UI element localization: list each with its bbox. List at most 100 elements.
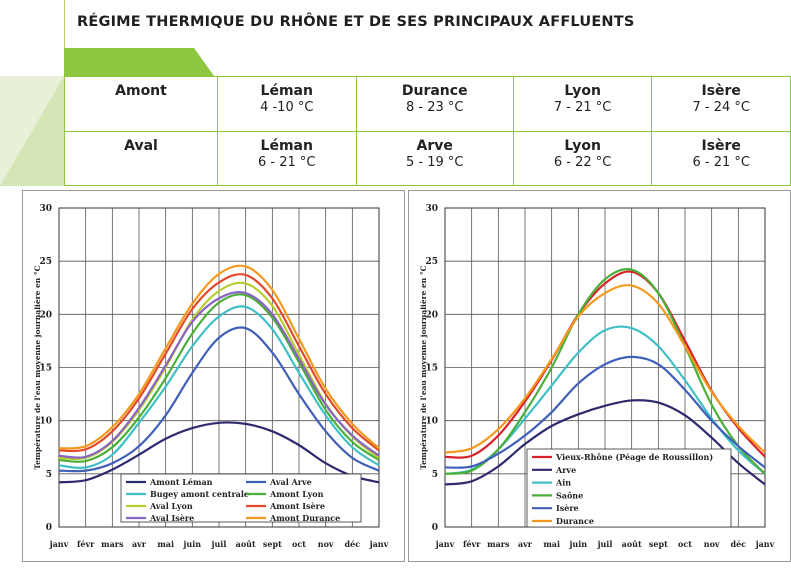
y-tick-label: 20 <box>425 310 438 320</box>
series-line <box>58 291 380 459</box>
temperature-range: 4 -10 °C <box>260 100 314 115</box>
title-box: RÉGIME THERMIQUE DU RHÔNE ET DE SES PRIN… <box>64 0 791 48</box>
x-tick-label: août <box>622 539 642 549</box>
table-cell: Isère 7 - 24 °C <box>651 76 791 132</box>
y-tick-label: 20 <box>39 310 52 320</box>
station-name: Léman <box>260 83 313 99</box>
y-tick-label: 10 <box>425 417 438 427</box>
legend-label: Amont Isère <box>269 501 325 511</box>
x-tick-label: mars <box>487 539 510 549</box>
series-line <box>444 399 766 486</box>
table-cell: Lyon 6 - 22 °C <box>512 130 653 186</box>
temperature-range: 7 - 21 °C <box>553 100 612 115</box>
series-line <box>58 264 380 450</box>
table-cell: Isère 6 - 21 °C <box>651 130 791 186</box>
x-tick-label: avr <box>132 539 147 549</box>
series-line <box>58 305 380 470</box>
legend-label: Isère <box>556 503 579 513</box>
x-tick-label: janv <box>435 539 455 549</box>
legend-label: Amont Lyon <box>269 489 324 499</box>
legend-label: Amont Léman <box>149 477 213 487</box>
x-tick-label: juin <box>569 539 588 549</box>
y-tick-label: 25 <box>425 257 438 267</box>
row-label-aval: Aval <box>64 130 218 186</box>
table-cell: Durance 8 - 23 °C <box>355 76 514 132</box>
series-line <box>444 284 766 454</box>
x-tick-label: juil <box>211 539 227 549</box>
legend-label: Aval Isère <box>149 513 194 523</box>
x-tick-label: juin <box>183 539 202 549</box>
station-name: Isère <box>701 83 741 99</box>
x-tick-label: oct <box>292 539 306 549</box>
chart-left-panel: 0 5 10 15 20 25 30 janv févr mars avr mai juin juil ao… <box>22 190 405 562</box>
temperature-chart-left: 0 5 10 15 20 25 30 janv févr mars avr mai juin juil ao… <box>33 204 389 549</box>
series-line <box>444 268 766 475</box>
row-label-amont: Amont <box>64 76 218 132</box>
chart-right-panel: 0 5 10 15 20 25 30 janv févr mars avr mai juin juil ao… <box>408 190 791 562</box>
temperature-range: 6 - 21 °C <box>692 154 750 170</box>
y-tick-label: 30 <box>39 204 52 214</box>
station-name: Lyon <box>564 137 601 154</box>
legend-label: Vieux-Rhône (Péage de Roussillon) <box>555 452 713 462</box>
x-tick-label: févr <box>77 539 95 549</box>
x-tick-label: nov <box>704 539 720 549</box>
x-tick-label: juil <box>597 539 613 549</box>
x-tick-label: mars <box>101 539 124 549</box>
series-line <box>58 326 380 473</box>
legend-label: Aval Lyon <box>149 501 193 511</box>
title-accent-bar <box>64 48 194 76</box>
x-tick-label: sept <box>649 539 668 549</box>
table-row: Aval Léman 6 - 21 °C Arve 5 - 19 °C Lyon 6 … <box>64 130 791 186</box>
y-axis-label: Température de l'eau moyenne journalière… <box>33 265 42 469</box>
y-tick-label: 0 <box>46 523 52 533</box>
series-line <box>58 421 380 484</box>
station-name: Lyon <box>564 83 601 99</box>
regime-table: Amont Léman 4 -10 °C Durance 8 - 23 °C Lyo… <box>64 76 791 186</box>
legend-label: Amont Durance <box>269 513 340 523</box>
table-cell: Léman 4 -10 °C <box>217 76 357 132</box>
table-cell: Arve 5 - 19 °C <box>355 130 514 186</box>
temperature-range: 6 - 21 °C <box>258 154 316 170</box>
temperature-chart-right: 0 5 10 15 20 25 30 janv févr mars avr mai juin juil ao… <box>419 204 775 549</box>
temperature-range: 6 - 22 °C <box>553 154 612 170</box>
x-tick-label: déc <box>731 539 747 549</box>
temperature-range: 7 - 24 °C <box>692 100 750 115</box>
x-tick-label: mai <box>543 539 560 549</box>
series-line <box>444 355 766 469</box>
legend-label: Durance <box>556 516 594 526</box>
x-tick-label: sept <box>263 539 282 549</box>
chart-legend: Amont Léman Aval Arve Bugey amont centrale… <box>120 473 362 523</box>
legend-label: Bugey amont centrale <box>150 489 249 499</box>
y-tick-label: 5 <box>432 470 438 480</box>
y-tick-label: 10 <box>39 417 52 427</box>
x-tick-label: févr <box>463 539 481 549</box>
table-cell: Lyon 7 - 21 °C <box>512 76 653 132</box>
x-tick-label: mai <box>157 539 174 549</box>
series-line <box>58 293 380 463</box>
temperature-range: 5 - 19 °C <box>405 154 464 170</box>
temperature-range: 8 - 23 °C <box>405 100 464 115</box>
y-tick-label: 0 <box>432 523 438 533</box>
chart-legend: Vieux-Rhône (Péage de Roussillon) Arve Ain… <box>526 448 732 528</box>
legend-box <box>526 448 732 528</box>
legend-label: Arve <box>555 465 576 475</box>
station-name: Arve <box>416 137 453 154</box>
y-tick-label: 25 <box>39 257 52 267</box>
x-tick-label: oct <box>678 539 692 549</box>
y-axis-label: Température de l'eau moyenne journalière… <box>419 265 428 469</box>
legend-label: Saône <box>556 490 583 500</box>
x-tick-label: janv <box>369 539 389 549</box>
table-row: Amont Léman 4 -10 °C Durance 8 - 23 °C Lyo… <box>64 76 791 132</box>
x-tick-label: déc <box>345 539 361 549</box>
title-accent-wedge <box>194 48 214 76</box>
x-tick-label: avr <box>518 539 533 549</box>
y-tick-label: 5 <box>46 470 52 480</box>
x-tick-label: janv <box>755 539 775 549</box>
y-tick-label: 30 <box>425 204 438 214</box>
legend-label: Aval Arve <box>269 477 312 487</box>
y-tick-label: 15 <box>39 364 52 374</box>
station-name: Léman <box>260 137 313 154</box>
page-title: RÉGIME THERMIQUE DU RHÔNE ET DE SES PRIN… <box>77 14 635 30</box>
y-tick-label: 15 <box>425 364 438 374</box>
x-tick-label: août <box>236 539 256 549</box>
